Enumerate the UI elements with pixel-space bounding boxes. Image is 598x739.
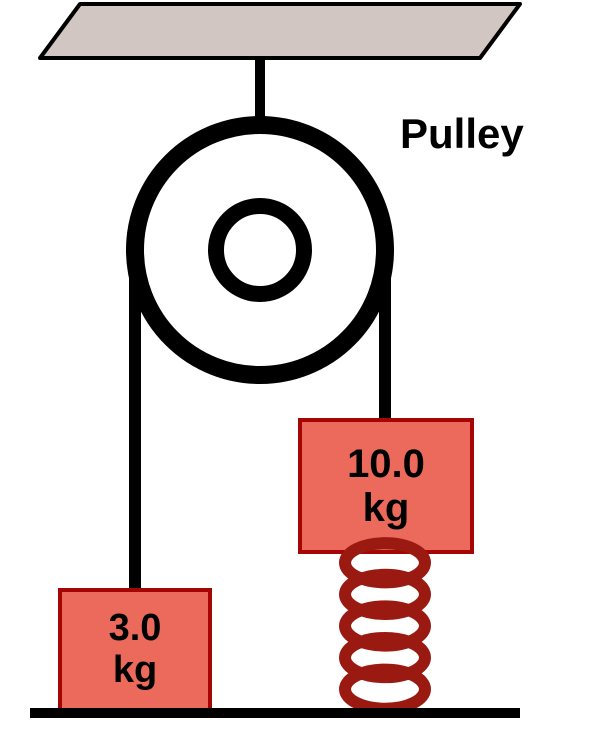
- block-3kg: 3.0 kg: [60, 590, 210, 710]
- block-3kg-unit: kg: [113, 650, 157, 692]
- block-10kg-unit: kg: [363, 486, 410, 530]
- block-10kg-value: 10.0: [347, 442, 425, 486]
- block-10kg: 10.0 kg: [300, 420, 472, 552]
- pulley-label: Pulley: [400, 110, 524, 158]
- diagram-canvas: Pulley 10.0 kg 3.0 kg: [0, 0, 598, 734]
- block-3kg-value: 3.0: [109, 608, 162, 650]
